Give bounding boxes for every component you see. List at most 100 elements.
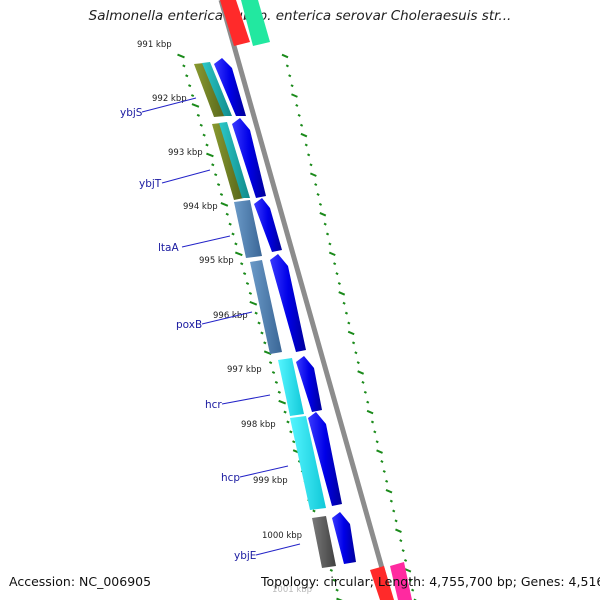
- inner-tick: [196, 113, 200, 117]
- inner-tick: [332, 578, 336, 582]
- feature-red-top: [220, 0, 250, 46]
- inner-tick: [190, 94, 195, 98]
- inner-tick: [268, 361, 273, 365]
- inner-tick: [274, 380, 279, 384]
- map-title: Salmonella enterica subsp. enterica sero…: [88, 8, 512, 24]
- backbone-line: [218, 0, 394, 600]
- feature-pink-bottom: [390, 562, 412, 600]
- inner-tick: [289, 430, 293, 434]
- ring-tick: [399, 539, 403, 543]
- inner-tick: [278, 399, 287, 405]
- inner-tick: [257, 321, 261, 325]
- ring-tick: [338, 291, 346, 296]
- gene-hcp-feature: [290, 416, 326, 510]
- ring-tick: [408, 578, 412, 582]
- tick-label: 993 kbp: [168, 148, 203, 158]
- inner-tick: [214, 173, 218, 177]
- gene-ybjS-feature: [194, 63, 226, 117]
- ring-tick: [392, 509, 396, 513]
- ring-tick: [304, 143, 308, 147]
- ring-tick: [281, 53, 289, 59]
- tick-label: 992 kbp: [152, 94, 187, 104]
- inner-tick: [286, 420, 290, 424]
- ring-tick: [309, 172, 317, 177]
- gene-leader-line: [239, 465, 289, 478]
- ring-tick: [354, 351, 358, 355]
- gene-ybjT-feature-b: [219, 122, 250, 198]
- tick-label: 999 kbp: [253, 476, 288, 486]
- gene-leader-line: [255, 543, 301, 556]
- inner-tick: [188, 84, 192, 88]
- ring-tick: [376, 449, 383, 454]
- cds-arrow: [214, 58, 246, 116]
- ring-tick: [342, 301, 346, 305]
- reverse-track: [194, 62, 336, 568]
- ring-tick: [361, 380, 365, 384]
- inner-tick: [271, 371, 276, 375]
- cds-arrow: [308, 412, 342, 506]
- tick-label: 996 kbp: [213, 311, 248, 321]
- ring-tick: [295, 103, 299, 107]
- gene-ybjS-feature-b: [202, 62, 232, 116]
- inner-tick: [191, 103, 200, 108]
- tick-label: 998 kbp: [241, 420, 276, 430]
- ring-tick: [288, 74, 292, 78]
- inner-tick: [248, 291, 253, 295]
- inner-tick: [242, 272, 247, 276]
- ring-tick: [344, 311, 349, 315]
- ring-tick: [375, 440, 379, 444]
- inner-tick: [216, 183, 221, 187]
- gene-label-hcp: hcp: [221, 472, 240, 484]
- ring-tick: [319, 212, 327, 217]
- ring-tick: [335, 272, 339, 276]
- ring-tick: [411, 588, 415, 592]
- inner-tick: [185, 74, 189, 78]
- inner-tick: [206, 152, 214, 158]
- ring-tick: [337, 282, 341, 285]
- inner-tick: [249, 300, 258, 306]
- cds-arrow: [254, 198, 282, 252]
- gene-label-ybjS: ybjS: [120, 107, 143, 119]
- gene-poxB-feature: [250, 260, 282, 354]
- tick-labels: 991 kbp 992 kbp 993 kbp 994 kbp 995 kbp 996 k…: [137, 40, 312, 595]
- inner-tick: [245, 281, 250, 285]
- feature-mint-top: [241, 0, 270, 46]
- inner-tick: [219, 192, 224, 196]
- ring-tick: [285, 64, 289, 68]
- ring-tick: [290, 84, 294, 88]
- ring-tick: [403, 558, 408, 562]
- cds-arrow: [232, 118, 266, 198]
- cds-track: [214, 58, 356, 564]
- ring-tick: [347, 330, 355, 336]
- ring-tick: [373, 430, 377, 434]
- gene-leader-line: [221, 394, 271, 405]
- inner-tick: [292, 440, 296, 444]
- outer-tick-ring: [281, 53, 417, 600]
- tick-label: 997 kbp: [227, 365, 262, 375]
- ring-tick: [401, 549, 405, 553]
- feature-red-bottom: [370, 566, 394, 600]
- accession-text: Accession: NC_006905: [9, 574, 152, 589]
- ring-tick: [307, 153, 311, 157]
- inner-tick: [336, 597, 343, 600]
- inner-tick: [234, 251, 243, 257]
- inner-tick: [234, 242, 238, 246]
- ring-tick: [385, 479, 389, 483]
- ring-tick: [318, 202, 323, 206]
- ring-tick: [291, 93, 298, 98]
- inner-tick: [182, 64, 186, 68]
- ring-tick: [299, 123, 304, 127]
- ring-tick: [325, 232, 330, 236]
- gene-ltaA-feature: [234, 200, 262, 258]
- gene-leader-line: [201, 311, 253, 325]
- ring-tick: [347, 321, 351, 325]
- tick-label: 1001 kbp: [272, 585, 312, 595]
- topology-text: Topology: circular; Length: 4,755,700 bp…: [261, 574, 600, 589]
- inner-tick: [329, 568, 333, 572]
- inner-tick: [312, 509, 316, 513]
- inner-tick: [240, 262, 244, 266]
- inner-tick: [177, 53, 185, 59]
- gene-hcr-feature: [278, 358, 304, 416]
- ring-tick: [363, 390, 367, 394]
